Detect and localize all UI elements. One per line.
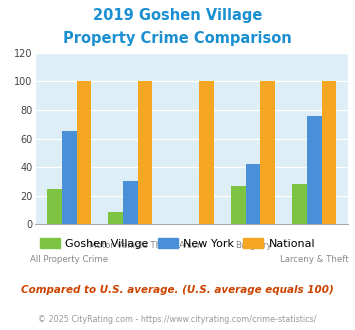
Bar (47, 189, 62, 224)
Text: Motor Vehicle Theft: Motor Vehicle Theft (88, 241, 173, 250)
Text: Arson: Arson (179, 241, 204, 250)
Bar (246, 164, 260, 224)
Bar (231, 186, 246, 224)
Text: Property Crime Comparison: Property Crime Comparison (63, 31, 292, 46)
Bar (62, 131, 77, 224)
Bar (77, 82, 91, 224)
Bar (123, 182, 138, 224)
Text: All Property Crime: All Property Crime (30, 255, 108, 264)
Bar (307, 116, 322, 224)
Bar (322, 82, 336, 224)
Text: Larceny & Theft: Larceny & Theft (280, 255, 349, 264)
Bar (292, 184, 307, 224)
Text: Burglary: Burglary (235, 241, 271, 250)
Text: 2019 Goshen Village: 2019 Goshen Village (93, 8, 262, 23)
Bar (199, 82, 214, 224)
Text: Compared to U.S. average. (U.S. average equals 100): Compared to U.S. average. (U.S. average … (21, 285, 334, 295)
Legend: Goshen Village, New York, National: Goshen Village, New York, National (36, 234, 320, 253)
Text: © 2025 CityRating.com - https://www.cityrating.com/crime-statistics/: © 2025 CityRating.com - https://www.city… (38, 315, 317, 324)
Bar (260, 82, 275, 224)
Bar (108, 212, 123, 224)
Bar (138, 82, 153, 224)
